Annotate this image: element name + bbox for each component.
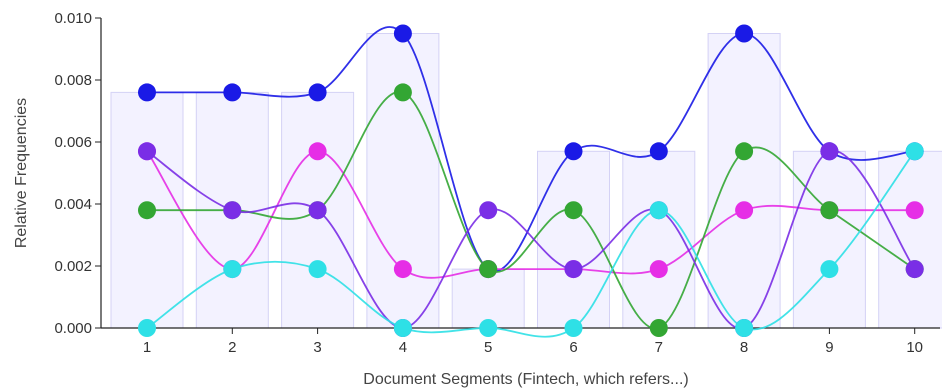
y-tick-label: 0.004 [54, 196, 92, 213]
data-point[interactable] [735, 319, 754, 337]
data-point[interactable] [223, 260, 242, 279]
data-point[interactable] [905, 260, 924, 279]
data-point[interactable] [564, 260, 583, 279]
series-line [147, 26, 915, 273]
x-tick-label: 7 [655, 339, 663, 356]
data-point[interactable] [649, 260, 668, 279]
x-tick-label: 10 [906, 339, 923, 356]
x-tick-label: 1 [143, 339, 151, 356]
data-point[interactable] [735, 201, 754, 220]
axes [100, 18, 940, 329]
data-point[interactable] [564, 201, 583, 220]
data-point[interactable] [308, 83, 327, 102]
series-line [147, 91, 916, 330]
background-bar [878, 150, 942, 329]
y-tick-label: 0.008 [54, 72, 92, 89]
background-bar [707, 33, 781, 329]
data-point[interactable] [393, 83, 412, 102]
background-bar [366, 33, 440, 329]
data-point[interactable] [905, 142, 924, 161]
data-point[interactable] [223, 201, 242, 220]
data-point[interactable] [820, 142, 839, 161]
data-point[interactable] [308, 201, 327, 220]
data-point[interactable] [393, 24, 412, 43]
data-point[interactable] [223, 83, 242, 102]
series-points [138, 24, 924, 337]
data-point[interactable] [735, 24, 754, 43]
data-point[interactable] [479, 201, 498, 220]
x-tick-label: 9 [825, 339, 833, 356]
data-point[interactable] [479, 260, 498, 279]
data-point[interactable] [820, 260, 839, 279]
data-point[interactable] [393, 260, 412, 279]
x-tick-label: 3 [313, 339, 321, 356]
x-tick-label: 4 [399, 339, 407, 356]
x-tick-label: 2 [228, 339, 236, 356]
data-point[interactable] [905, 201, 924, 220]
data-point[interactable] [564, 142, 583, 161]
data-point[interactable] [138, 201, 156, 220]
data-point[interactable] [138, 319, 156, 337]
y-ticks: 0.000 0.002 0.004 0.006 0.008 0.010 [54, 10, 101, 337]
data-point[interactable] [479, 319, 498, 337]
x-tick-label: 8 [740, 339, 748, 356]
data-point[interactable] [649, 201, 668, 220]
y-tick-label: 0.006 [54, 134, 92, 151]
background-bar [451, 268, 525, 329]
data-point[interactable] [138, 142, 156, 161]
data-point[interactable] [735, 142, 754, 161]
data-point[interactable] [820, 201, 839, 220]
data-point[interactable] [649, 319, 668, 337]
data-point[interactable] [138, 83, 156, 102]
y-tick-label: 0.000 [54, 320, 92, 337]
series-lines [146, 26, 916, 338]
x-tick-label: 5 [484, 339, 492, 356]
y-axis-title: Relative Frequencies [13, 98, 30, 248]
x-axis-title: Document Segments (Fintech, which refers… [363, 371, 688, 388]
background-bars [110, 33, 942, 329]
series-line [146, 150, 916, 330]
x-ticks: 1 2 3 4 5 6 7 8 9 10 [143, 328, 923, 356]
data-point[interactable] [308, 260, 327, 279]
y-tick-label: 0.010 [54, 10, 92, 27]
data-point[interactable] [393, 319, 412, 337]
data-point[interactable] [649, 142, 668, 161]
data-point[interactable] [308, 142, 327, 161]
y-tick-label: 0.002 [54, 258, 92, 275]
data-point[interactable] [564, 319, 583, 337]
x-tick-label: 6 [569, 339, 577, 356]
